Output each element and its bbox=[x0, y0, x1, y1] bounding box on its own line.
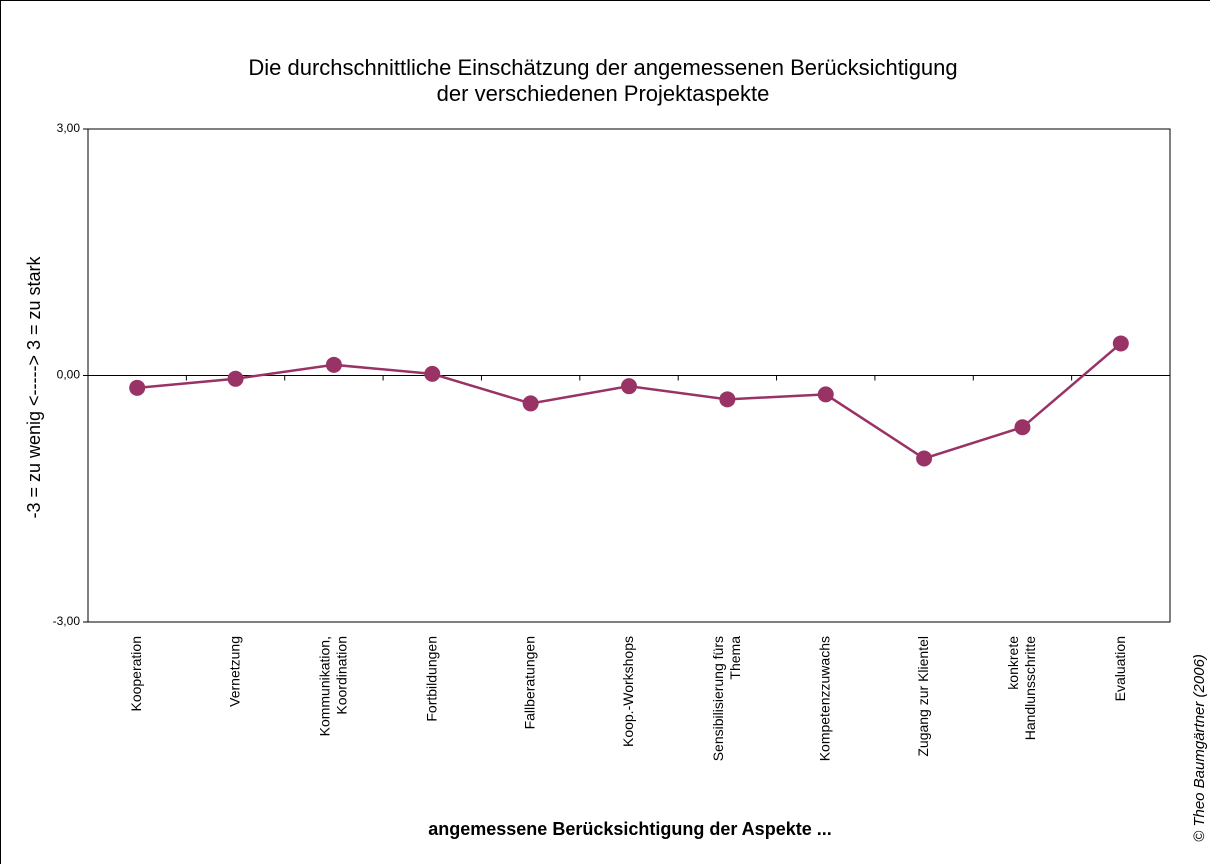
data-point bbox=[424, 365, 441, 382]
x-tick-label: Kompetenzzuwachs bbox=[816, 636, 832, 761]
data-point bbox=[522, 395, 539, 412]
x-axis-title: angemessene Berücksichtigung der Aspekte… bbox=[428, 819, 831, 839]
data-point bbox=[129, 379, 146, 396]
x-tick-label: Kommunikation,Koordination bbox=[316, 636, 349, 736]
x-tick-label: Kooperation bbox=[128, 636, 144, 712]
x-tick-label: Zugang zur Klientel bbox=[915, 636, 931, 757]
x-tick-label: Vernetzung bbox=[226, 636, 242, 707]
x-tick-label: konkreteHandlunsschritte bbox=[1005, 636, 1038, 740]
y-tick-label: 3,00 bbox=[57, 121, 81, 135]
x-tick-label: Fortbildungen bbox=[423, 636, 439, 722]
y-tick-label: 0,00 bbox=[57, 368, 81, 382]
chart-title: Die durchschnittliche Einschätzung der a… bbox=[248, 55, 957, 106]
data-point bbox=[1014, 419, 1031, 436]
data-point bbox=[916, 450, 933, 467]
y-tick-label: -3,00 bbox=[53, 614, 81, 628]
data-point bbox=[817, 386, 834, 403]
data-point bbox=[227, 370, 244, 387]
annotation: © Theo Baumgärtner (2006) bbox=[1191, 654, 1208, 842]
data-point bbox=[325, 356, 342, 373]
y-axis-title: -3 = zu wenig <-----> 3 = zu stark bbox=[24, 255, 44, 518]
data-point bbox=[1112, 335, 1129, 352]
data-point bbox=[719, 391, 736, 408]
x-tick-label: Fallberatungen bbox=[521, 636, 537, 729]
x-tick-label: Evaluation bbox=[1112, 636, 1128, 701]
x-tick-label: Koop.-Workshops bbox=[620, 636, 636, 747]
x-tick-label: Sensibilisierung fürsThema bbox=[710, 636, 743, 762]
data-point bbox=[621, 378, 637, 395]
